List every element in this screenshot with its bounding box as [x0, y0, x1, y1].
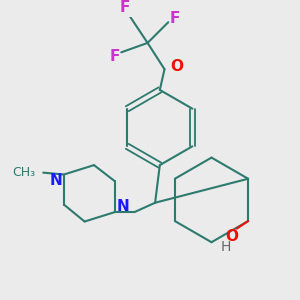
- Text: F: F: [120, 0, 130, 15]
- Text: O: O: [170, 59, 183, 74]
- Text: N: N: [117, 199, 129, 214]
- Text: F: F: [110, 49, 120, 64]
- Text: H: H: [220, 240, 231, 254]
- Text: CH₃: CH₃: [13, 166, 36, 179]
- Text: O: O: [226, 229, 239, 244]
- Text: F: F: [170, 11, 180, 26]
- Text: N: N: [49, 172, 62, 188]
